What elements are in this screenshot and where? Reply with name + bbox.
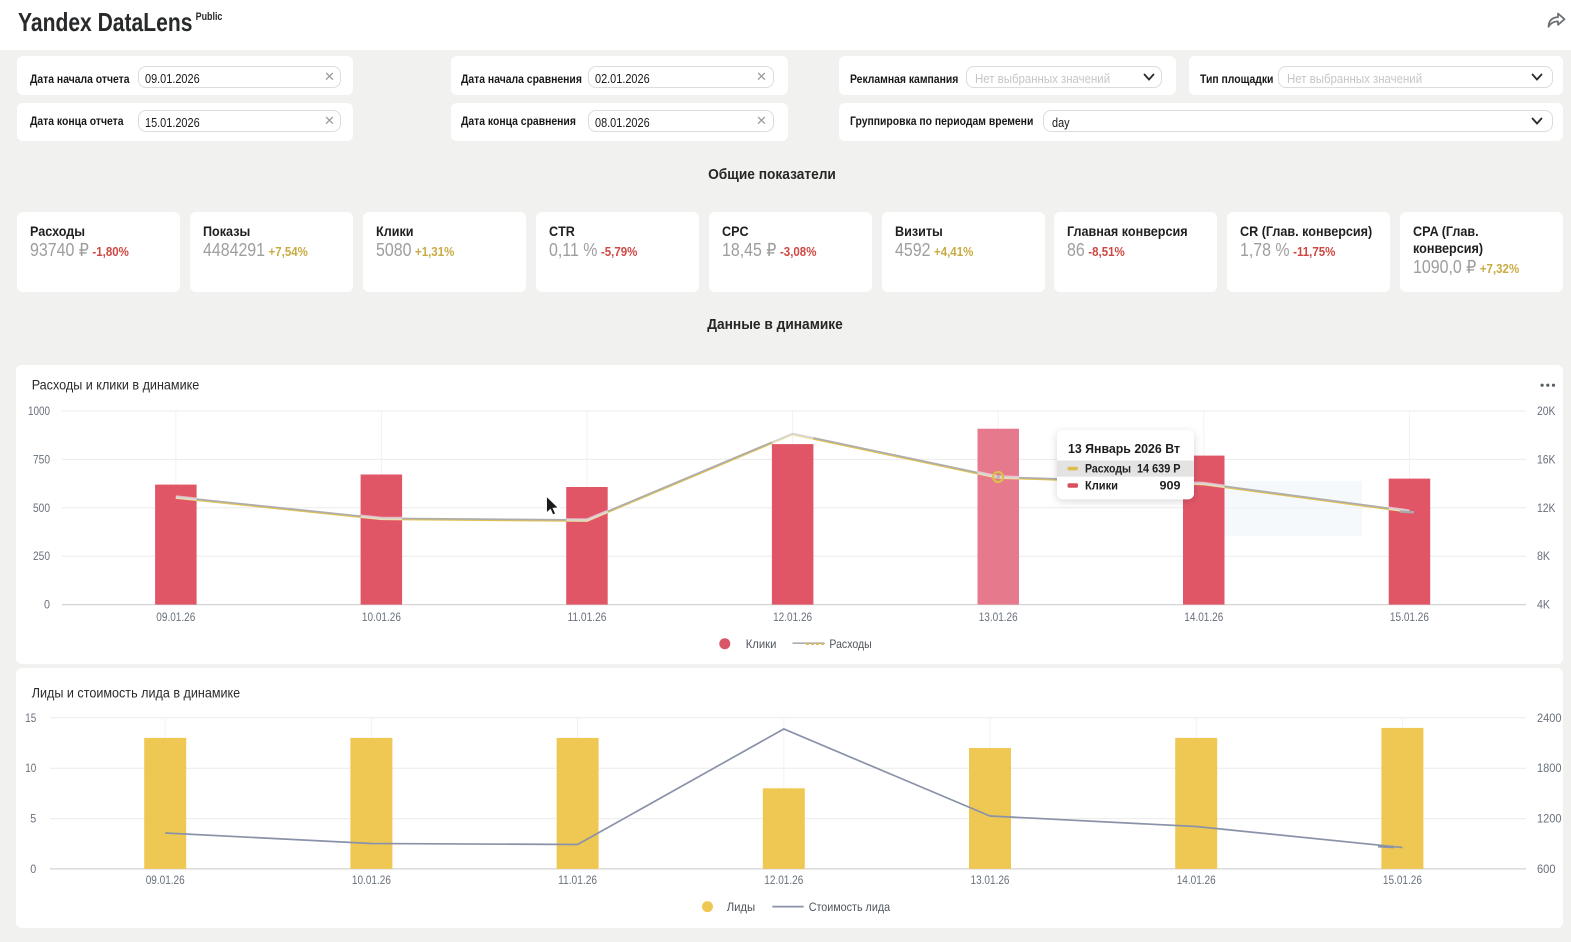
svg-text:09.01.26: 09.01.26 <box>146 875 185 887</box>
svg-text:4K: 4K <box>1537 600 1550 612</box>
svg-text:1200: 1200 <box>1537 814 1562 826</box>
svg-text:14.01.26: 14.01.26 <box>1184 612 1223 624</box>
svg-text:20K: 20K <box>1537 406 1556 418</box>
svg-text:Лиды: Лиды <box>727 900 756 914</box>
svg-text:1000: 1000 <box>28 406 50 418</box>
svg-text:13 Январь 2026 Вт: 13 Январь 2026 Вт <box>1068 442 1180 456</box>
svg-text:12.01.26: 12.01.26 <box>764 875 803 887</box>
svg-text:500: 500 <box>33 503 50 515</box>
svg-text:15: 15 <box>25 713 36 725</box>
svg-text:13.01.26: 13.01.26 <box>971 875 1010 887</box>
svg-text:09.01.26: 09.01.26 <box>156 612 195 624</box>
svg-text:11.01.26: 11.01.26 <box>558 875 597 887</box>
svg-text:12.01.26: 12.01.26 <box>773 612 812 624</box>
svg-text:750: 750 <box>33 454 50 466</box>
svg-text:1800: 1800 <box>1537 763 1562 775</box>
svg-text:600: 600 <box>1537 864 1556 876</box>
svg-text:14 639 Р: 14 639 Р <box>1137 462 1181 476</box>
svg-text:0: 0 <box>30 864 36 876</box>
svg-text:10: 10 <box>25 763 36 775</box>
svg-text:8K: 8K <box>1537 551 1550 563</box>
svg-text:10.01.26: 10.01.26 <box>362 612 401 624</box>
svg-text:Лиды и стоимость лида в динами: Лиды и стоимость лида в динамике <box>32 685 241 701</box>
svg-text:Клики: Клики <box>746 637 777 651</box>
svg-text:Расходы и клики в динамике: Расходы и клики в динамике <box>32 377 200 393</box>
svg-text:10.01.26: 10.01.26 <box>352 875 391 887</box>
svg-text:5: 5 <box>30 814 36 826</box>
svg-text:Расходы: Расходы <box>829 637 871 651</box>
svg-text:Клики: Клики <box>1085 479 1118 493</box>
svg-text:12K: 12K <box>1537 503 1556 515</box>
svg-text:13.01.26: 13.01.26 <box>979 612 1018 624</box>
svg-text:14.01.26: 14.01.26 <box>1177 875 1216 887</box>
svg-text:Расходы: Расходы <box>1085 462 1131 476</box>
svg-text:250: 250 <box>33 551 50 563</box>
svg-text:15.01.26: 15.01.26 <box>1390 612 1429 624</box>
svg-text:Стоимость лида: Стоимость лида <box>809 900 891 914</box>
svg-text:15.01.26: 15.01.26 <box>1383 875 1422 887</box>
svg-text:11.01.26: 11.01.26 <box>568 612 607 624</box>
svg-text:16K: 16K <box>1537 454 1556 466</box>
svg-text:0: 0 <box>44 600 50 612</box>
svg-text:909: 909 <box>1160 479 1181 493</box>
svg-text:2400: 2400 <box>1537 713 1562 725</box>
